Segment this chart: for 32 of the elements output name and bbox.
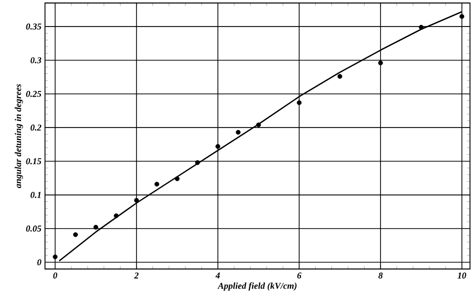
point — [236, 130, 241, 135]
y-tick-label: 0.15 — [26, 158, 42, 164]
point — [134, 198, 139, 203]
point — [73, 232, 78, 238]
y-tick-label: 0.35 — [26, 24, 42, 30]
point — [378, 60, 383, 66]
point — [459, 14, 464, 19]
y-tick-label: 0.05 — [26, 226, 42, 232]
y-axis-title: angular detuning in degrees — [14, 84, 23, 188]
point — [418, 24, 424, 30]
point — [93, 224, 98, 230]
point — [174, 176, 180, 182]
x-tick-label: 10 — [458, 272, 466, 279]
x-tick-label: 8 — [378, 272, 383, 279]
y-tick-label: 0.25 — [26, 90, 42, 97]
point — [52, 254, 58, 260]
point — [337, 74, 342, 79]
y-tick-label: 0.1 — [30, 192, 41, 198]
y-tick-label: 0.2 — [30, 124, 42, 131]
point — [215, 144, 220, 149]
x-tick-label: 0 — [53, 272, 58, 279]
y-tick-label: 0.3 — [30, 57, 42, 64]
point — [296, 100, 302, 106]
point — [256, 122, 261, 128]
x-tick-label: 6 — [297, 272, 302, 279]
y-tick-label: 0 — [37, 259, 42, 266]
x-tick-label: 2 — [134, 272, 139, 278]
point — [195, 160, 200, 165]
x-axis-title: Applied field (kV/cm) — [217, 282, 297, 291]
x-tick-label: 4 — [215, 272, 220, 278]
point — [114, 213, 119, 218]
point — [154, 182, 160, 187]
